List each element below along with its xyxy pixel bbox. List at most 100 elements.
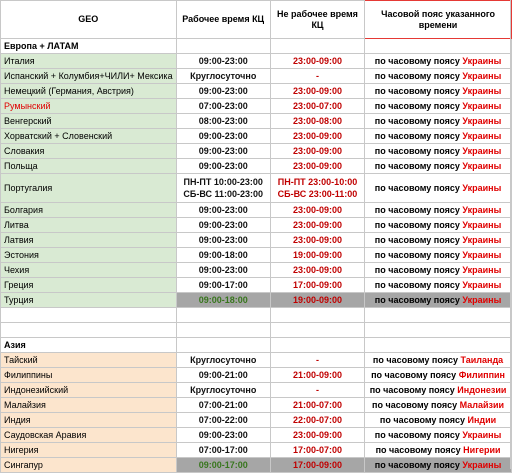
- geo-cell[interactable]: Эстония: [0, 247, 177, 263]
- off-time-cell[interactable]: -: [269, 68, 366, 84]
- geo-cell[interactable]: Немецкий (Германия, Австрия): [0, 83, 177, 99]
- off-time-cell[interactable]: 17:00-09:00: [269, 457, 366, 473]
- off-time-cell[interactable]: -: [269, 352, 366, 368]
- off-time-cell[interactable]: 23:00-09:00: [269, 83, 366, 99]
- timezone-cell[interactable]: по часовому поясу Украины: [364, 113, 512, 129]
- work-time-cell[interactable]: 09:00-18:00: [175, 247, 271, 263]
- work-time-cell[interactable]: 07:00-21:00: [175, 397, 271, 413]
- section-title-europe[interactable]: Европа + ЛАТАМ: [0, 38, 177, 54]
- off-time-cell[interactable]: 19:00-09:00: [269, 292, 366, 308]
- timezone-cell[interactable]: по часовому поясу Украины: [364, 217, 512, 233]
- geo-cell[interactable]: Испанский + Колумбия+ЧИЛИ+ Мексика: [0, 68, 177, 84]
- off-time-cell[interactable]: 19:00-09:00: [269, 247, 366, 263]
- timezone-cell[interactable]: по часовому поясу Украины: [364, 98, 512, 114]
- cell[interactable]: [269, 38, 366, 54]
- cell[interactable]: [364, 337, 512, 353]
- timezone-cell[interactable]: по часовому поясу Украины: [364, 292, 512, 308]
- timezone-cell[interactable]: по часовому поясу Индии: [364, 412, 512, 428]
- geo-cell[interactable]: Сингапур: [0, 457, 177, 473]
- off-time-cell[interactable]: 23:00-08:00: [269, 113, 366, 129]
- off-time-cell[interactable]: 21:00-07:00: [269, 397, 366, 413]
- empty-cell[interactable]: [0, 322, 177, 338]
- timezone-cell[interactable]: по часовому поясу Украины: [364, 262, 512, 278]
- timezone-cell[interactable]: по часовому поясу Украины: [364, 232, 512, 248]
- timezone-cell[interactable]: по часовому поясу Украины: [364, 173, 512, 203]
- off-time-cell[interactable]: 23:00-09:00: [269, 427, 366, 443]
- off-time-cell[interactable]: -: [269, 382, 366, 398]
- timezone-cell[interactable]: по часовому поясу Украины: [364, 158, 512, 174]
- empty-cell[interactable]: [364, 322, 512, 338]
- timezone-cell[interactable]: по часовому поясу Филиппин: [364, 367, 512, 383]
- geo-cell[interactable]: Тайский: [0, 352, 177, 368]
- work-time-cell[interactable]: 07:00-23:00: [175, 98, 271, 114]
- timezone-cell[interactable]: по часовому поясу Украины: [364, 247, 512, 263]
- off-time-cell[interactable]: 23:00-09:00: [269, 202, 366, 218]
- work-time-cell[interactable]: 09:00-23:00: [175, 427, 271, 443]
- header-timezone[interactable]: Часовой пояс указанного времени: [364, 0, 512, 39]
- work-time-cell[interactable]: 09:00-23:00: [175, 217, 271, 233]
- timezone-cell[interactable]: по часовому поясу Украины: [364, 457, 512, 473]
- timezone-cell[interactable]: по часовому поясу Украины: [364, 427, 512, 443]
- empty-cell[interactable]: [175, 322, 271, 338]
- off-time-cell[interactable]: 23:00-09:00: [269, 53, 366, 69]
- work-time-cell[interactable]: 08:00-23:00: [175, 113, 271, 129]
- work-time-cell[interactable]: 09:00-23:00: [175, 53, 271, 69]
- timezone-cell[interactable]: по часовому поясу Украины: [364, 53, 512, 69]
- off-time-cell[interactable]: 23:00-09:00: [269, 143, 366, 159]
- empty-cell[interactable]: [269, 307, 366, 323]
- timezone-cell[interactable]: по часовому поясу Нигерии: [364, 442, 512, 458]
- cell[interactable]: [175, 337, 271, 353]
- off-time-cell[interactable]: 22:00-07:00: [269, 412, 366, 428]
- timezone-cell[interactable]: по часовому поясу Индонезии: [364, 382, 512, 398]
- work-time-cell[interactable]: 09:00-23:00: [175, 232, 271, 248]
- timezone-cell[interactable]: по часовому поясу Таиланда: [364, 352, 512, 368]
- off-time-cell[interactable]: 21:00-09:00: [269, 367, 366, 383]
- timezone-cell[interactable]: по часовому поясу Украины: [364, 83, 512, 99]
- geo-cell[interactable]: Индия: [0, 412, 177, 428]
- work-time-cell[interactable]: 09:00-23:00: [175, 83, 271, 99]
- work-time-cell[interactable]: 09:00-23:00: [175, 262, 271, 278]
- geo-cell[interactable]: Португалия: [0, 173, 177, 203]
- section-title-asia[interactable]: Азия: [0, 337, 177, 353]
- geo-cell[interactable]: Италия: [0, 53, 177, 69]
- header-work-time[interactable]: Рабочее время КЦ: [175, 0, 271, 39]
- timezone-cell[interactable]: по часовому поясу Украины: [364, 68, 512, 84]
- geo-cell[interactable]: Венгерский: [0, 113, 177, 129]
- work-time-cell[interactable]: Круглосуточно: [175, 352, 271, 368]
- geo-cell[interactable]: Греция: [0, 277, 177, 293]
- timezone-cell[interactable]: по часовому поясу Украины: [364, 277, 512, 293]
- geo-cell[interactable]: Польща: [0, 158, 177, 174]
- geo-cell[interactable]: Индонезийский: [0, 382, 177, 398]
- off-time-cell[interactable]: 23:00-09:00: [269, 128, 366, 144]
- work-time-cell[interactable]: 09:00-23:00: [175, 202, 271, 218]
- empty-cell[interactable]: [364, 307, 512, 323]
- geo-cell[interactable]: Филиппины: [0, 367, 177, 383]
- empty-cell[interactable]: [175, 307, 271, 323]
- timezone-cell[interactable]: по часовому поясу Украины: [364, 202, 512, 218]
- header-geo[interactable]: GEO: [0, 0, 177, 39]
- timezone-cell[interactable]: по часовому поясу Малайзии: [364, 397, 512, 413]
- empty-cell[interactable]: [0, 307, 177, 323]
- cell[interactable]: [364, 38, 512, 54]
- geo-cell[interactable]: Турция: [0, 292, 177, 308]
- geo-cell[interactable]: Болгария: [0, 202, 177, 218]
- off-time-cell[interactable]: 23:00-07:00: [269, 98, 366, 114]
- off-time-cell[interactable]: ПН-ПТ 23:00-10:00 СБ-ВС 23:00-11:00: [269, 173, 366, 203]
- work-time-cell[interactable]: 09:00-21:00: [175, 367, 271, 383]
- work-time-cell[interactable]: 09:00-17:00: [175, 457, 271, 473]
- off-time-cell[interactable]: 17:00-07:00: [269, 442, 366, 458]
- empty-cell[interactable]: [269, 322, 366, 338]
- cell[interactable]: [269, 337, 366, 353]
- geo-cell[interactable]: Румынский: [0, 98, 177, 114]
- work-time-cell[interactable]: 09:00-23:00: [175, 143, 271, 159]
- header-off-time[interactable]: Не рабочее время КЦ: [269, 0, 366, 39]
- work-time-cell[interactable]: Круглосуточно: [175, 68, 271, 84]
- geo-cell[interactable]: Малайзия: [0, 397, 177, 413]
- work-time-cell[interactable]: 09:00-23:00: [175, 128, 271, 144]
- work-time-cell[interactable]: ПН-ПТ 10:00-23:00 СБ-ВС 11:00-23:00: [175, 173, 271, 203]
- work-time-cell[interactable]: 09:00-17:00: [175, 277, 271, 293]
- off-time-cell[interactable]: 23:00-09:00: [269, 158, 366, 174]
- work-time-cell[interactable]: 07:00-22:00: [175, 412, 271, 428]
- geo-cell[interactable]: Хорватский + Словенский: [0, 128, 177, 144]
- timezone-cell[interactable]: по часовому поясу Украины: [364, 128, 512, 144]
